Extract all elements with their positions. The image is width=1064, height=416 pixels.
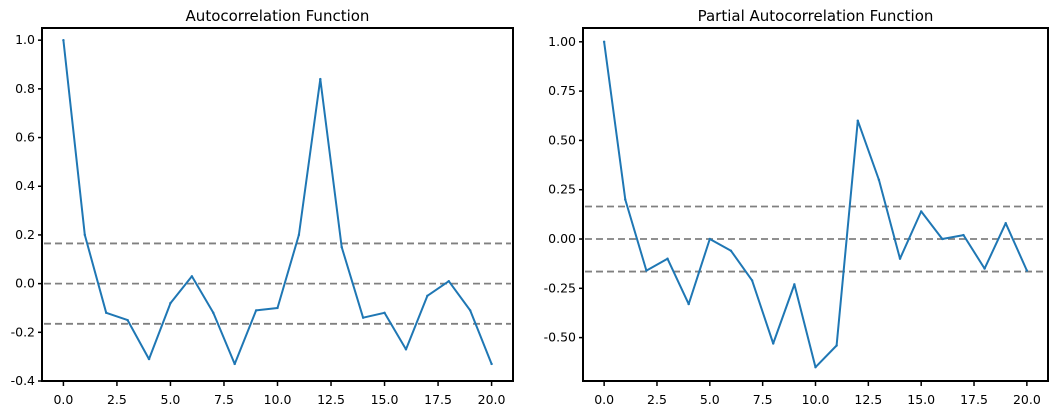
pacf-point-6 <box>729 249 733 253</box>
pacf-series-line <box>603 40 1028 369</box>
pacf-point-10 <box>814 365 817 369</box>
acf-point-15 <box>383 311 386 315</box>
pacf-point-9 <box>793 283 796 286</box>
acf-ytick-label-6: 0.8 <box>15 81 35 96</box>
pacf-point-4 <box>687 302 690 306</box>
acf-xtick-label-1: 2.5 <box>107 392 127 407</box>
acf-point-2 <box>105 311 108 315</box>
pacf-point-19 <box>1004 222 1007 225</box>
pacf-point-16 <box>941 237 944 241</box>
acf-point-11 <box>297 233 301 237</box>
pacf-xtick-label-5: 12.5 <box>854 392 882 407</box>
pacf-point-14 <box>898 257 902 260</box>
acf-panel: Autocorrelation Function -0.4 -0.2 0.0 0.2 0.… <box>11 7 514 407</box>
acf-xtick-label-0: 0.0 <box>53 392 73 407</box>
acf-xtick-label-7: 17.5 <box>424 392 452 407</box>
pacf-ytick-label-4: 0.50 <box>548 132 576 147</box>
pacf-panel: Partial Autocorrelation Function -0.50 -0.… <box>544 7 1049 407</box>
pacf-point-5 <box>708 237 712 241</box>
acf-ytick-label-5: 0.6 <box>15 130 35 145</box>
acf-xtick-label-5: 12.5 <box>317 392 345 407</box>
acf-point-19 <box>468 309 472 312</box>
pacf-point-8 <box>772 342 775 345</box>
pacf-ytick-label-3: 0.25 <box>548 182 576 197</box>
acf-xtick-label-3: 7.5 <box>214 392 234 407</box>
acf-point-14 <box>361 316 365 319</box>
pacf-point-12 <box>856 119 859 122</box>
pacf-xtick-label-6: 15.0 <box>907 392 935 407</box>
acf-ytick-label-1: -0.2 <box>11 324 35 339</box>
pacf-point-0 <box>602 40 606 44</box>
acf-point-12 <box>319 77 322 81</box>
pacf-ytick-label-6: 1.00 <box>548 34 576 49</box>
acf-series-line <box>62 39 493 365</box>
pacf-xtick-label-7: 17.5 <box>960 392 988 407</box>
acf-point-0 <box>62 38 65 42</box>
pacf-ytick-label-5: 0.75 <box>548 83 576 98</box>
pacf-title: Partial Autocorrelation Function <box>698 7 934 25</box>
pacf-point-7 <box>750 279 754 282</box>
pacf-xtick-label-1: 2.5 <box>647 392 667 407</box>
pacf-point-1 <box>624 198 627 201</box>
acf-point-1 <box>83 233 87 237</box>
acf-point-17 <box>426 294 429 297</box>
pacf-plot-frame <box>582 27 1049 382</box>
acf-title: Autocorrelation Function <box>186 7 370 25</box>
acf-xtick-label-2: 5.0 <box>161 392 181 407</box>
acf-ytick-label-2: 0.0 <box>15 276 35 291</box>
acf-ytick-label-4: 0.4 <box>15 178 35 193</box>
pacf-point-18 <box>983 267 986 270</box>
acf-point-3 <box>126 318 129 322</box>
pacf-xtick-label-8: 20.0 <box>1013 392 1041 407</box>
pacf-ytick-label-2: 0.00 <box>548 231 576 246</box>
acf-ytick-label-7: 1.0 <box>15 32 35 47</box>
pacf-point-17 <box>962 233 965 237</box>
acf-ytick-label-3: 0.2 <box>15 227 35 242</box>
acf-point-18 <box>447 279 450 283</box>
acf-point-9 <box>254 309 258 312</box>
pacf-ytick-label-0: -0.50 <box>544 330 576 345</box>
pacf-point-20 <box>1025 269 1029 272</box>
pacf-point-3 <box>666 257 669 260</box>
acf-point-4 <box>147 357 151 361</box>
acf-point-8 <box>233 362 236 366</box>
pacf-xtick-label-4: 10.0 <box>802 392 830 407</box>
acf-xtick-label-8: 20.0 <box>478 392 506 407</box>
acf-xtick-label-6: 15.0 <box>371 392 399 407</box>
pacf-xtick-label-2: 5.0 <box>700 392 720 407</box>
acf-point-20 <box>490 362 493 366</box>
acf-point-6 <box>190 275 194 278</box>
pacf-xtick-label-0: 0.0 <box>594 392 614 407</box>
acf-point-10 <box>276 306 279 310</box>
pacf-ytick-label-1: -0.25 <box>544 280 576 295</box>
acf-ytick-label-0: -0.4 <box>11 373 35 388</box>
pacf-point-15 <box>919 210 923 213</box>
acf-point-7 <box>212 311 215 315</box>
pacf-point-13 <box>877 178 881 182</box>
pacf-xtick-label-3: 7.5 <box>753 392 773 407</box>
acf-xtick-label-4: 10.0 <box>264 392 292 407</box>
acf-point-16 <box>404 348 408 351</box>
pacf-point-2 <box>645 269 648 272</box>
acf-plot-frame <box>41 27 514 382</box>
acf-point-13 <box>340 245 343 249</box>
pacf-point-11 <box>835 344 838 347</box>
acf-point-5 <box>169 301 172 305</box>
